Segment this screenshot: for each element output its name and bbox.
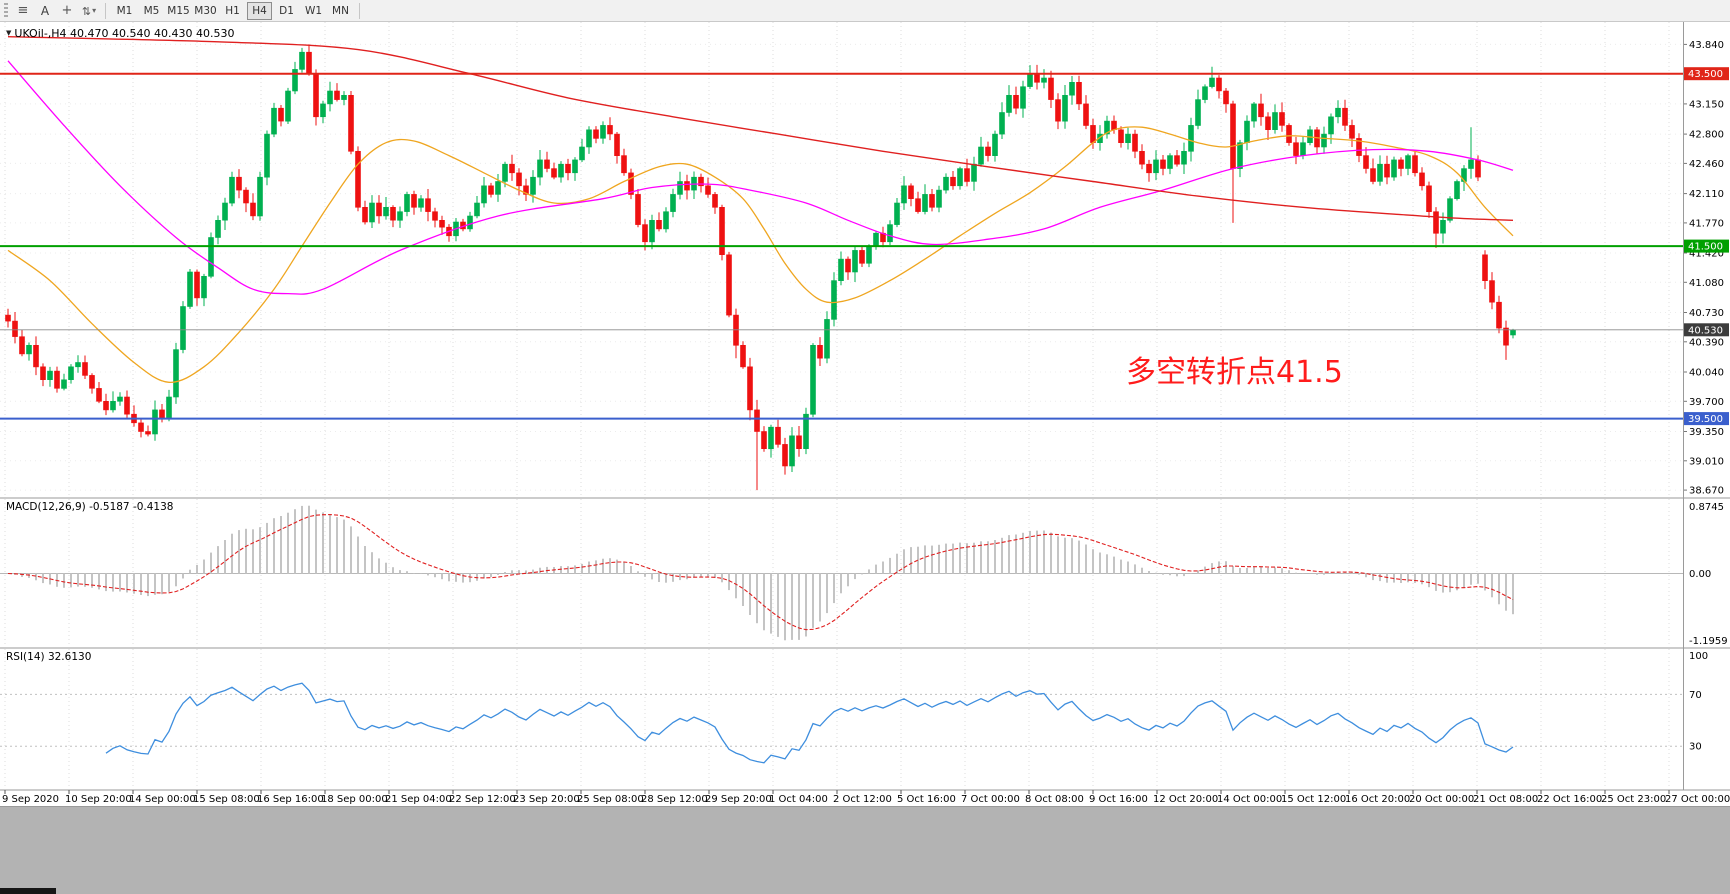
svg-text:40.390: 40.390 — [1689, 337, 1724, 348]
svg-text:41.080: 41.080 — [1689, 278, 1724, 289]
cycle-icon — [82, 4, 91, 18]
timeframe-d1-button[interactable]: D1 — [279, 4, 294, 17]
svg-text:29 Sep 20:00: 29 Sep 20:00 — [705, 794, 772, 805]
svg-text:0.00: 0.00 — [1689, 569, 1711, 580]
candles — [5, 44, 1516, 491]
svg-text:22 Sep 12:00: 22 Sep 12:00 — [449, 794, 516, 805]
toolbar: A M1 M5 M15 M30 H1 H4 D1 W1 MN — [0, 0, 1730, 22]
svg-text:43.150: 43.150 — [1689, 99, 1724, 110]
svg-text:25 Oct 23:00: 25 Oct 23:00 — [1601, 794, 1666, 805]
timeframe-m15-button[interactable]: M15 — [167, 4, 190, 17]
toolbar-grip[interactable] — [4, 2, 8, 19]
svg-text:38.670: 38.670 — [1689, 486, 1724, 497]
bottom-gray-area — [0, 807, 1730, 894]
macd-axis: 0.8745 0.00 -1.1959 — [1689, 502, 1728, 647]
svg-text:18 Sep 00:00: 18 Sep 00:00 — [321, 794, 388, 805]
svg-text:1 Oct 04:00: 1 Oct 04:00 — [769, 794, 828, 805]
svg-text:15 Oct 12:00: 15 Oct 12:00 — [1281, 794, 1346, 805]
macd-signal-line — [7, 514, 1514, 631]
svg-text:8 Oct 08:00: 8 Oct 08:00 — [1025, 794, 1084, 805]
price-axis: 43.840 43.150 42.800 42.460 42.110 41.770 41.4… — [1684, 40, 1724, 497]
svg-text:7 Oct 00:00: 7 Oct 00:00 — [961, 794, 1020, 805]
svg-text:20 Oct 00:00: 20 Oct 00:00 — [1409, 794, 1474, 805]
svg-text:41.420: 41.420 — [1689, 249, 1724, 260]
rsi-line — [105, 682, 1514, 764]
svg-text:43.500: 43.500 — [1688, 69, 1723, 80]
svg-text:40.040: 40.040 — [1689, 368, 1724, 379]
toolbar-separator — [359, 2, 360, 19]
svg-text:41.500: 41.500 — [1688, 242, 1723, 253]
svg-text:42.110: 42.110 — [1689, 189, 1724, 200]
text-tool-icon: A — [40, 3, 50, 18]
svg-text:42.800: 42.800 — [1689, 130, 1724, 141]
svg-text:28 Sep 12:00: 28 Sep 12:00 — [641, 794, 708, 805]
bottom-dark-strip — [0, 888, 56, 894]
timeframe-m5-button[interactable]: M5 — [143, 4, 160, 17]
price-badge-40.530: 40.530 — [1684, 323, 1729, 337]
timeframe-m1-button[interactable]: M1 — [116, 4, 133, 17]
svg-text:100: 100 — [1689, 651, 1708, 662]
svg-text:40.530: 40.530 — [1688, 325, 1723, 336]
timeframe-h4-button[interactable]: H4 — [247, 1, 272, 20]
svg-text:10 Sep 20:00: 10 Sep 20:00 — [65, 794, 132, 805]
toolbar-separator — [105, 2, 106, 19]
svg-text:39.500: 39.500 — [1688, 414, 1723, 425]
svg-text:2 Oct 12:00: 2 Oct 12:00 — [833, 794, 892, 805]
chart-list-icon — [18, 3, 29, 18]
svg-text:25 Sep 08:00: 25 Sep 08:00 — [577, 794, 644, 805]
svg-text:30: 30 — [1689, 742, 1702, 753]
svg-text:5 Oct 16:00: 5 Oct 16:00 — [897, 794, 956, 805]
svg-text:0.8745: 0.8745 — [1689, 502, 1724, 513]
crosshair-button[interactable] — [56, 2, 78, 20]
chart-list-button[interactable] — [12, 2, 34, 20]
svg-text:-1.1959: -1.1959 — [1689, 636, 1728, 647]
timeframe-mn-button[interactable]: MN — [332, 4, 349, 17]
svg-text:21 Sep 04:00: 21 Sep 04:00 — [385, 794, 452, 805]
timeframe-w1-button[interactable]: W1 — [304, 4, 323, 17]
ma-magenta-line — [7, 60, 1514, 295]
symbol-header: ▼ UKOil-,H4 40.470 40.540 40.430 40.530 — [6, 27, 235, 40]
svg-text:41.770: 41.770 — [1689, 218, 1724, 229]
svg-text:14 Oct 00:00: 14 Oct 00:00 — [1217, 794, 1282, 805]
collapse-triangle-icon: ▼ — [6, 29, 12, 37]
svg-text:21 Oct 08:00: 21 Oct 08:00 — [1473, 794, 1538, 805]
chart-annotation-text: 多空转折点41.5 — [1126, 355, 1343, 390]
svg-text:43.840: 43.840 — [1689, 40, 1724, 51]
svg-text:39.700: 39.700 — [1689, 397, 1724, 408]
svg-text:40.730: 40.730 — [1689, 308, 1724, 319]
svg-text:9 Sep 2020: 9 Sep 2020 — [2, 794, 59, 805]
rsi-indicator-label: RSI(14) 32.6130 — [6, 651, 92, 663]
svg-text:16 Oct 20:00: 16 Oct 20:00 — [1345, 794, 1410, 805]
svg-text:9 Oct 16:00: 9 Oct 16:00 — [1089, 794, 1148, 805]
svg-text:23 Sep 20:00: 23 Sep 20:00 — [513, 794, 580, 805]
svg-text:22 Oct 16:00: 22 Oct 16:00 — [1537, 794, 1602, 805]
price-badge-41.500: 41.500 — [1684, 239, 1729, 253]
svg-text:39.010: 39.010 — [1689, 456, 1724, 467]
rsi-axis: 100 70 30 — [1689, 651, 1708, 753]
crosshair-icon — [62, 3, 73, 18]
svg-text:39.350: 39.350 — [1689, 427, 1724, 438]
price-badge-43.500: 43.500 — [1684, 67, 1729, 81]
svg-text:14 Sep 00:00: 14 Sep 00:00 — [129, 794, 196, 805]
timeframe-group: M1 M5 M15 M30 H1 H4 D1 W1 MN — [111, 1, 354, 20]
svg-text:27 Oct 00:00: 27 Oct 00:00 — [1665, 794, 1730, 805]
timeframe-m30-button[interactable]: M30 — [194, 4, 217, 17]
ma-orange-line — [7, 126, 1514, 383]
svg-text:12 Oct 20:00: 12 Oct 20:00 — [1153, 794, 1218, 805]
svg-text:15 Sep 08:00: 15 Sep 08:00 — [193, 794, 260, 805]
timeframe-h1-button[interactable]: H1 — [225, 4, 240, 17]
svg-text:16 Sep 16:00: 16 Sep 16:00 — [257, 794, 324, 805]
cycle-button[interactable] — [78, 2, 100, 20]
svg-text:70: 70 — [1689, 690, 1702, 701]
macd-indicator-label: MACD(12,26,9) -0.5187 -0.4138 — [6, 501, 174, 513]
ma-red-line — [7, 36, 1514, 221]
symbol-ohlc-text: UKOil-,H4 40.470 40.540 40.430 40.530 — [14, 27, 235, 40]
macd-histogram — [14, 505, 1514, 641]
text-tool-button[interactable]: A — [34, 2, 56, 20]
price-badge-39.500: 39.500 — [1684, 412, 1729, 426]
svg-text:42.460: 42.460 — [1689, 159, 1724, 170]
